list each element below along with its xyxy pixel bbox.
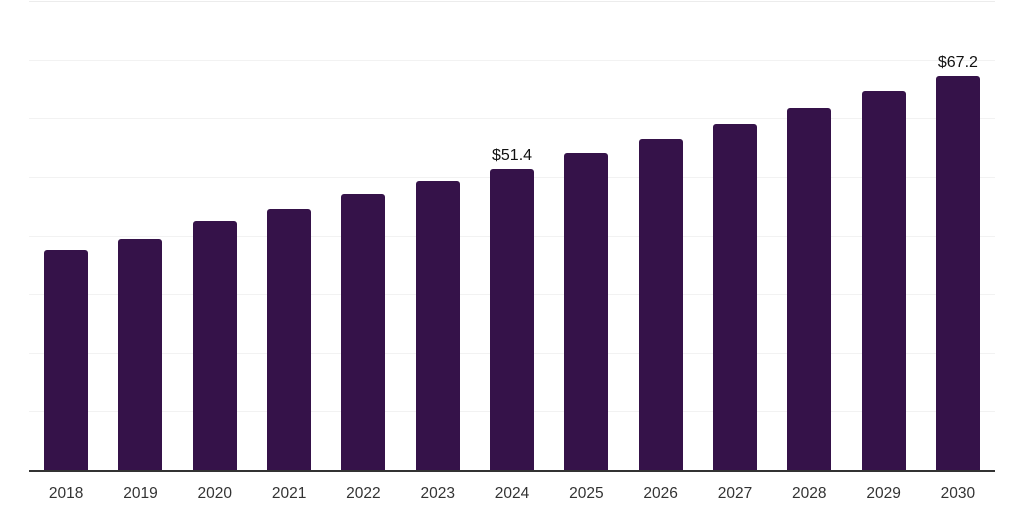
bar-2027 — [712, 124, 757, 470]
x-tick-label-2029: 2029 — [866, 485, 901, 502]
bar-2018 — [44, 250, 89, 470]
bar-2020 — [192, 221, 237, 470]
x-tick-label-2018: 2018 — [48, 485, 84, 502]
x-tick-label-2026: 2026 — [643, 485, 678, 502]
bar-value-label-2030: $67.2 — [937, 54, 978, 71]
bar-2028 — [787, 108, 832, 470]
bar-slot — [178, 0, 252, 470]
bar-slot: $51.4 — [475, 0, 549, 470]
bar-2030: $67.2 — [935, 54, 980, 470]
bar-chart: $51.4 $67.2 2018 2019 2020 2021 2022 2023 2024 2… — [29, 0, 995, 503]
bar-slot — [846, 0, 920, 470]
bar-slot — [401, 0, 475, 470]
bar-2023 — [415, 181, 460, 470]
x-tick-label-2020: 2020 — [197, 485, 233, 502]
bar-value-label-2024: $51.4 — [492, 147, 533, 164]
x-tick-label-2030: 2030 — [940, 485, 976, 502]
bar-2029 — [861, 91, 906, 470]
x-tick-label-2027: 2027 — [717, 485, 753, 502]
bar-2021 — [267, 209, 312, 470]
x-tick-label-2024: 2024 — [494, 485, 530, 502]
bar-2025 — [564, 153, 609, 470]
x-tick-label-2028: 2028 — [792, 485, 827, 502]
bar-slot — [698, 0, 772, 470]
bar-2019 — [118, 239, 163, 470]
bars: $51.4 $67.2 — [29, 0, 995, 470]
bar-slot — [549, 0, 623, 470]
bar-slot — [326, 0, 400, 470]
plot-area: $51.4 $67.2 — [29, 0, 995, 472]
gridline-60 — [29, 118, 995, 119]
gridline-70 — [29, 60, 995, 61]
bar-slot — [624, 0, 698, 470]
bar-2022 — [341, 194, 386, 470]
bar-slot — [252, 0, 326, 470]
bar-slot — [772, 0, 846, 470]
x-tick-label-2025: 2025 — [569, 485, 604, 502]
bar-slot — [29, 0, 103, 470]
bar-2024: $51.4 — [490, 147, 535, 470]
bar-slot — [103, 0, 177, 470]
x-tick-label-2023: 2023 — [420, 485, 455, 502]
x-axis-labels: 2018 2019 2020 2021 2022 2023 2024 2025 2026 2027… — [29, 485, 995, 503]
bar-2026 — [638, 139, 683, 470]
x-tick-label-2019: 2019 — [123, 485, 158, 502]
x-tick-label-2022: 2022 — [346, 485, 381, 502]
gridline-80 — [29, 1, 995, 2]
x-tick-label-2021: 2021 — [271, 485, 307, 502]
bar-slot: $67.2 — [921, 0, 995, 470]
